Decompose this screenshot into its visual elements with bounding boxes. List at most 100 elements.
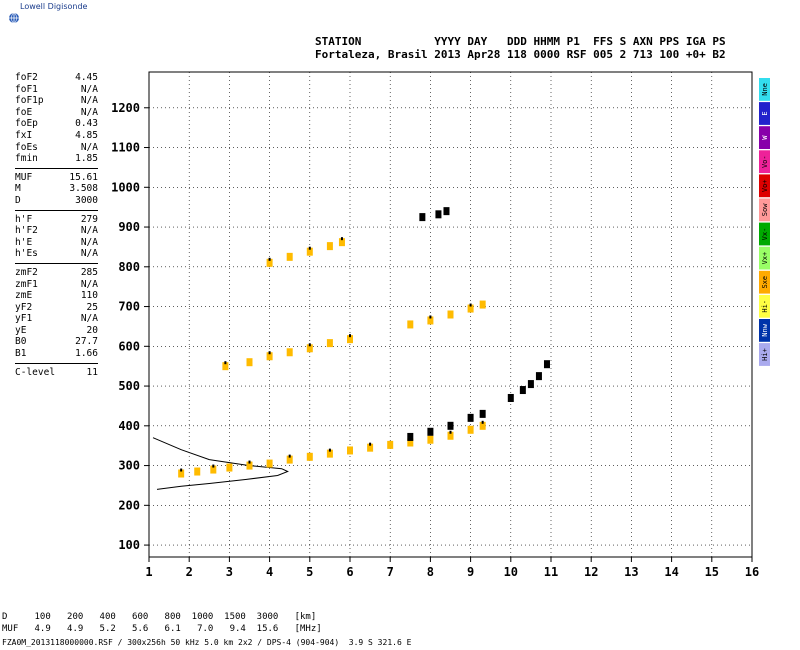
param-row: h'Es N/A (15, 248, 98, 260)
y-tick-label: 600 (118, 339, 140, 353)
echo-point (479, 300, 486, 309)
x-tick-label: 8 (427, 565, 434, 579)
x-tick-label: 13 (624, 565, 638, 579)
mode-legend-label: Vx- (761, 228, 769, 241)
param-label: fxI (15, 129, 33, 141)
param-row: zmF2 285 (15, 267, 98, 279)
param-label: h'E (15, 236, 33, 248)
x-tick-label: 4 (266, 565, 273, 579)
footer-distance-row: D 100 200 400 600 800 1000 1500 3000 [km… (2, 612, 317, 622)
param-value: 3000 (75, 194, 98, 206)
echo-point (178, 469, 185, 478)
param-value: 110 (80, 290, 98, 302)
param-value: N/A (80, 141, 98, 153)
param-row: h'F2 N/A (15, 225, 98, 237)
x-tick-label: 10 (504, 565, 518, 579)
mode-legend-box (759, 343, 770, 366)
echo-point (535, 372, 542, 381)
y-tick-label: 1000 (111, 180, 140, 194)
y-tick-label: 1200 (111, 101, 140, 115)
param-label: h'F (15, 213, 33, 225)
echo-point (224, 361, 227, 365)
echo-point (347, 335, 353, 344)
param-label: fmin (15, 153, 38, 165)
param-label: foE (15, 106, 33, 118)
param-value: N/A (80, 236, 98, 248)
param-row: foF1p N/A (15, 95, 98, 107)
echo-point (449, 430, 452, 434)
echo-point (226, 463, 233, 472)
param-row: B1 1.66 (15, 348, 98, 360)
x-tick-label: 11 (544, 565, 558, 579)
echo-point (387, 440, 394, 449)
param-value: 25 (86, 301, 98, 313)
param-row: D 3000 (15, 195, 98, 207)
param-value: 20 (86, 324, 98, 336)
mode-legend-label: Hi+ (761, 348, 769, 361)
param-label: MUF (15, 171, 33, 183)
density-profile-curve (152, 437, 289, 490)
param-value: N/A (80, 225, 98, 237)
param-label: yE (15, 324, 27, 336)
param-label: B1 (15, 348, 27, 360)
mode-legend-label: E (761, 111, 769, 115)
mode-legend-box (759, 246, 770, 270)
echo-point (326, 449, 333, 458)
y-tick-label: 1100 (111, 141, 140, 155)
mode-legend-box (759, 319, 770, 342)
param-label: foF1p (15, 95, 44, 107)
echo-point (527, 380, 534, 389)
param-value: N/A (80, 278, 98, 290)
header-labels: STATION YYYY DAY DDD HHMM P1 FFS S AXN P… (315, 35, 726, 48)
echo-point (266, 459, 273, 468)
mode-legend-box (759, 174, 770, 198)
echo-point (519, 386, 526, 395)
x-tick-label: 7 (387, 565, 394, 579)
param-row: M 3.508 (15, 183, 98, 195)
plot-frame (148, 71, 753, 558)
param-row: foF1 N/A (15, 84, 98, 96)
x-tick-label: 9 (467, 565, 474, 579)
param-value: 1.66 (75, 348, 98, 360)
echo-point (369, 442, 372, 446)
echo-point (427, 435, 434, 444)
x-tick-label: 15 (705, 565, 719, 579)
echo-point (248, 460, 251, 464)
x-tick-label: 1 (145, 565, 152, 579)
mode-legend-box (759, 294, 770, 318)
echo-point (427, 316, 434, 325)
param-value: 27.7 (75, 336, 98, 348)
param-value: 285 (80, 266, 98, 278)
param-separator (15, 362, 98, 364)
x-tick-label: 14 (664, 565, 678, 579)
param-value: N/A (80, 106, 98, 118)
echo-point (435, 210, 442, 219)
mode-legend-label: Sxe (761, 276, 769, 289)
y-tick-label: 900 (118, 220, 140, 234)
param-row: yF1 N/A (15, 313, 98, 325)
scaled-parameters-panel: foF2 4.45 foF1 N/A foF1p N/A foE N/A foEp 0.43 fxI… (15, 72, 98, 378)
echo-point (246, 461, 253, 470)
param-row: foF2 4.45 (15, 72, 98, 84)
param-value: 11 (86, 366, 98, 378)
param-label: M (15, 183, 21, 195)
param-label: foF2 (15, 72, 38, 83)
param-value: 3.508 (69, 183, 98, 195)
mode-legend-box (759, 78, 770, 101)
echo-point (288, 454, 291, 458)
mode-legend-label: Nne (761, 83, 769, 96)
footer-file-info: FZA0M_2013118000000.RSF / 300x256h 50 kH… (2, 638, 412, 647)
param-label: yF2 (15, 301, 33, 313)
param-row: fxI 4.85 (15, 130, 98, 142)
param-value: N/A (80, 248, 98, 260)
echo-point (308, 246, 311, 250)
echo-point (447, 310, 454, 319)
y-tick-label: 500 (118, 379, 140, 393)
echo-point (180, 468, 183, 472)
echo-point (479, 421, 486, 430)
param-value: 4.45 (75, 72, 98, 83)
echo-point (407, 320, 414, 329)
echo-point (447, 431, 454, 440)
param-separator (15, 167, 98, 169)
